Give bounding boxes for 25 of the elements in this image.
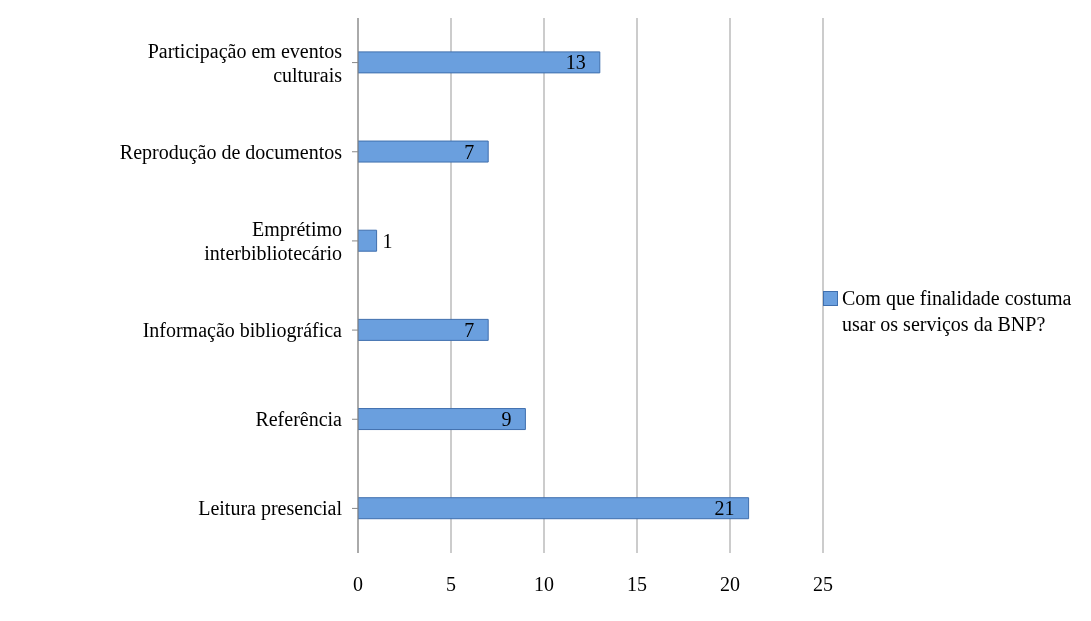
x-tick-label: 10 — [534, 573, 554, 596]
data-label: 13 — [565, 51, 586, 74]
x-tick-label: 5 — [446, 573, 456, 596]
x-tick-label: 20 — [720, 573, 740, 596]
y-tick-label: Emprétimo interbibliotecário — [204, 217, 342, 264]
data-label: 1 — [382, 229, 393, 252]
data-label: 9 — [501, 408, 512, 431]
data-label: 21 — [714, 497, 735, 520]
y-tick-label: Reprodução de documentos — [119, 140, 343, 164]
bar — [358, 140, 489, 163]
bar — [358, 408, 526, 431]
data-label: 7 — [464, 318, 475, 341]
legend-label: Com que finalidade costuma usar os serviços da BNP? — [842, 285, 1073, 337]
x-tick-label: 25 — [813, 573, 833, 596]
bar — [358, 497, 750, 520]
y-tick-label: Referência — [255, 408, 343, 431]
bar — [358, 318, 489, 341]
x-tick-label: 0 — [353, 573, 363, 596]
bar — [358, 229, 378, 252]
y-tick-label: Participação em eventos culturais — [147, 39, 343, 86]
x-tick-label: 15 — [627, 573, 647, 596]
bar — [358, 51, 601, 74]
data-label: 7 — [464, 140, 475, 163]
y-tick-label: Informação bibliográfica — [142, 319, 343, 343]
y-tick-label: Leitura presencial — [198, 497, 343, 521]
